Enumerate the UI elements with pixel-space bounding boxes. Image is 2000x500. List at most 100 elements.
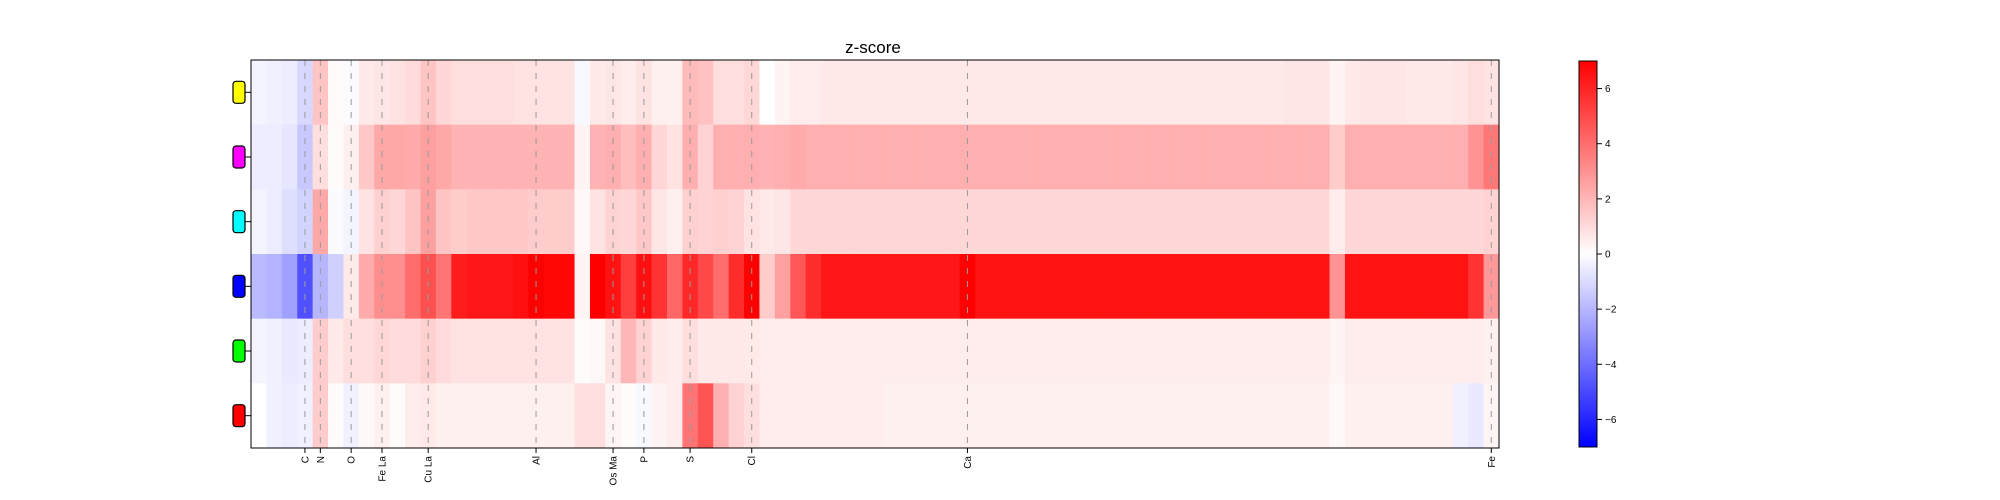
heatmap-cell xyxy=(1267,189,1284,255)
heatmap-cell xyxy=(435,60,452,125)
heatmap-cell xyxy=(1437,60,1454,125)
heatmap-cell xyxy=(851,60,868,125)
heatmap-cell xyxy=(821,254,838,319)
heatmap-cell xyxy=(1283,383,1300,449)
heatmap-cell xyxy=(1437,318,1454,384)
heatmap-cell xyxy=(1437,124,1454,190)
heatmap-cell xyxy=(851,254,868,319)
heatmap-cell xyxy=(1283,318,1300,384)
heatmap-cell xyxy=(928,254,945,319)
heatmap-cell xyxy=(251,60,268,125)
heatmap-cell xyxy=(1298,189,1315,255)
heatmap-cell xyxy=(543,60,560,125)
heatmap-cell xyxy=(1067,189,1084,255)
heatmap-cell xyxy=(790,189,807,255)
heatmap-cell xyxy=(1021,383,1038,449)
heatmap-cell xyxy=(944,318,961,384)
heatmap-cell xyxy=(1437,254,1454,319)
heatmap-cell xyxy=(482,383,499,449)
heatmap-cell xyxy=(713,60,730,125)
heatmap-cell xyxy=(805,189,822,255)
colorbar-tick-label: −6 xyxy=(1605,415,1617,426)
heatmap-cell xyxy=(774,189,791,255)
heatmap-cell xyxy=(512,60,529,125)
heatmap-cell xyxy=(405,124,422,190)
heatmap-cell xyxy=(620,189,637,255)
heatmap-cell xyxy=(898,124,915,190)
heatmap-cell xyxy=(774,60,791,125)
heatmap-cell xyxy=(435,124,452,190)
heatmap-cell xyxy=(1221,189,1238,255)
heatmap-cell xyxy=(1052,254,1069,319)
heatmap-cell xyxy=(975,124,992,190)
heatmap-cell xyxy=(1252,124,1269,190)
heatmap-cell xyxy=(1360,60,1377,125)
heatmap-cell xyxy=(836,189,853,255)
heatmap-cell xyxy=(1036,318,1053,384)
colorbar-ticks: 6 4 2 0 −2 −4 −6 xyxy=(1597,84,1617,426)
heatmap-cell xyxy=(451,383,468,449)
row-color-markers xyxy=(232,80,251,428)
heatmap-cell xyxy=(697,318,714,384)
heatmap-cell xyxy=(1160,318,1177,384)
heatmap-cell xyxy=(1175,318,1192,384)
heatmap-cell xyxy=(1375,124,1392,190)
heatmap-cell xyxy=(451,254,468,319)
heatmap-cell xyxy=(1098,189,1115,255)
heatmap-cell xyxy=(482,318,499,384)
heatmap-cell xyxy=(697,383,714,449)
heatmap-cell xyxy=(682,124,699,190)
x-tick-label: S xyxy=(686,456,697,463)
heatmap-cell xyxy=(1067,124,1084,190)
heatmap-cell xyxy=(1329,318,1346,384)
heatmap-cell xyxy=(512,254,529,319)
heatmap-cell xyxy=(1175,383,1192,449)
heatmap-cell xyxy=(1067,254,1084,319)
heatmap-cell xyxy=(251,189,268,255)
heatmap-cell xyxy=(1314,124,1331,190)
heatmap-cell xyxy=(1098,318,1115,384)
heatmap-cell xyxy=(528,60,545,125)
heatmap-cell xyxy=(281,189,298,255)
heatmap-cell xyxy=(990,60,1007,125)
heatmap-cell xyxy=(1067,318,1084,384)
heatmap-cell xyxy=(1252,189,1269,255)
heatmap-cell xyxy=(1083,60,1100,125)
x-axis-labels: C N O Fe La Cu La Al Os Ma P S Cl Ca Fe xyxy=(300,448,1498,485)
heatmap-cell xyxy=(1206,318,1223,384)
x-tick-label: Fe La xyxy=(377,456,388,482)
heatmap-cell xyxy=(636,60,653,125)
heatmap-cell xyxy=(1267,124,1284,190)
heatmap-cell xyxy=(1067,383,1084,449)
x-tick-label: Al xyxy=(532,456,543,465)
heatmap-cell xyxy=(1483,124,1500,190)
heatmap-cell xyxy=(805,60,822,125)
heatmap-cell xyxy=(851,318,868,384)
heatmap-cell xyxy=(589,383,606,449)
heatmap-cell xyxy=(497,124,514,190)
heatmap-cell xyxy=(882,383,899,449)
heatmap-cell xyxy=(898,60,915,125)
heatmap-cell xyxy=(374,124,391,190)
heatmap-cell xyxy=(836,60,853,125)
heatmap-cell xyxy=(944,254,961,319)
heatmap-cell xyxy=(1375,254,1392,319)
heatmap-cell xyxy=(559,254,576,319)
heatmap-cell xyxy=(328,60,345,125)
heatmap-cell xyxy=(574,383,591,449)
heatmap-cell xyxy=(1391,60,1408,125)
heatmap-cell xyxy=(697,189,714,255)
heatmap-cell xyxy=(1452,254,1469,319)
heatmap-cell xyxy=(297,60,314,125)
heatmap-cell xyxy=(620,124,637,190)
heatmap-cell xyxy=(975,60,992,125)
heatmap-cell xyxy=(589,254,606,319)
heatmap-cell xyxy=(1005,124,1022,190)
heatmap-cell xyxy=(1421,254,1438,319)
heatmap-cell xyxy=(358,318,375,384)
heatmap-cell xyxy=(836,383,853,449)
heatmap-cell xyxy=(790,124,807,190)
heatmap-cell xyxy=(497,383,514,449)
heatmap-cell xyxy=(266,383,283,449)
heatmap-cell xyxy=(589,60,606,125)
